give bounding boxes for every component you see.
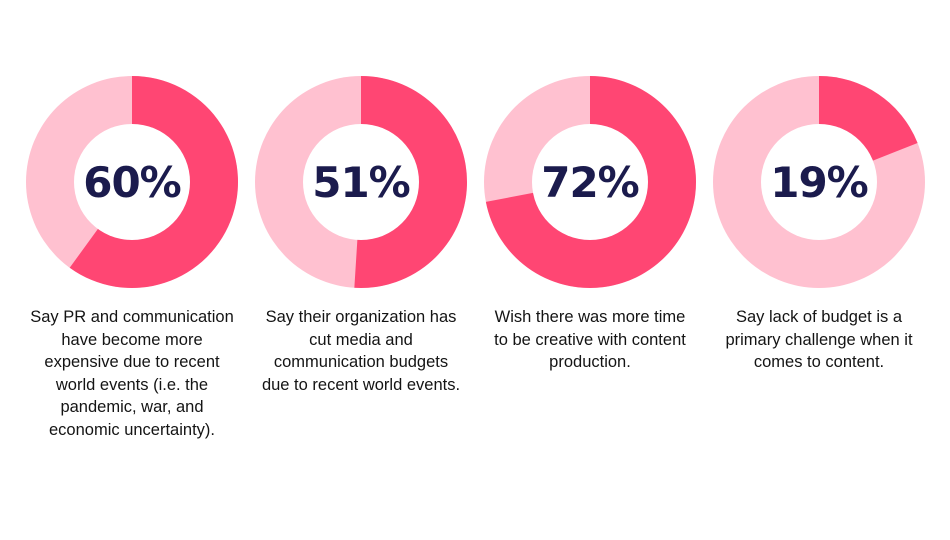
- caption-1: Say PR and communication have become mor…: [30, 308, 234, 439]
- stat-card-1: 60% Say PR and communication have become…: [17, 0, 247, 540]
- stat-card-4: 19% Say lack of budget is a primary chal…: [704, 0, 934, 540]
- donut-4-hole: [761, 124, 877, 240]
- percentage-label-3: 72%: [541, 157, 640, 207]
- donut-3-hole: [532, 124, 648, 240]
- percentage-label-4: 19%: [770, 157, 869, 207]
- donut-svg-3: [484, 76, 696, 288]
- donut-2-hole: [303, 124, 419, 240]
- donut-chart-4: [709, 72, 929, 292]
- stat-card-3: 72% Wish there was more time to be creat…: [475, 0, 705, 540]
- donut-svg-1: [26, 76, 238, 288]
- caption-3: Wish there was more time to be creative …: [494, 308, 686, 371]
- donut-chart-3: [480, 72, 700, 292]
- percentage-label-1: 60%: [83, 157, 182, 207]
- donut-chart-2: [251, 72, 471, 292]
- caption-2: Say their organization has cut media and…: [261, 308, 461, 394]
- donut-svg-4: [713, 76, 925, 288]
- donut-chart-1: [22, 72, 242, 292]
- stat-card-2: 51% Say their organization has cut media…: [246, 0, 476, 540]
- donut-svg-2: [255, 76, 468, 288]
- percentage-label-2: 51%: [312, 157, 411, 207]
- caption-4: Say lack of budget is a primary challeng…: [725, 308, 913, 371]
- donut-1-hole: [74, 124, 190, 240]
